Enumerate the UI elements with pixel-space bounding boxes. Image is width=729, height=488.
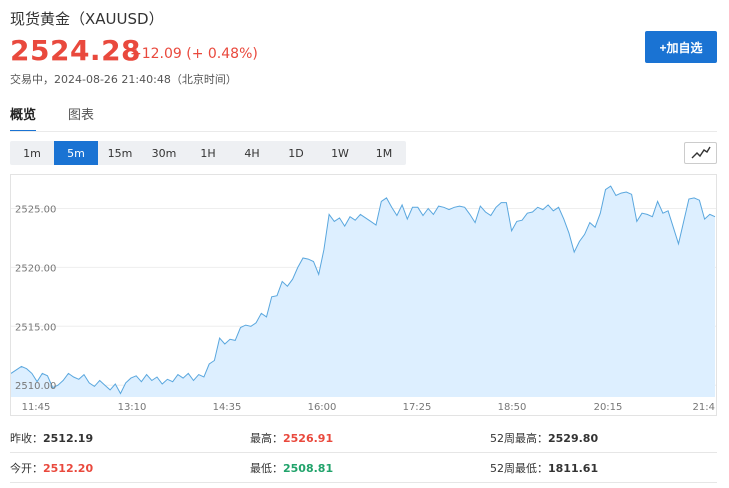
stat-52w-low: 52周最低：1811.61 — [490, 460, 717, 476]
add-to-watchlist-button[interactable]: +加自选 — [645, 31, 717, 63]
x-tick-label: 18:50 — [498, 402, 527, 413]
y-tick-label: 2510.00 — [15, 381, 56, 392]
stat-value: 1811.61 — [548, 461, 599, 475]
stat-open: 今开：2512.20 — [10, 460, 250, 476]
interval-1m[interactable]: 1m — [23, 146, 41, 160]
stat-value: 2512.20 — [43, 461, 94, 475]
x-tick-label: 11:45 — [22, 402, 51, 413]
trading-status: 交易中，2024-08-26 21:40:48（北京时间） — [10, 73, 237, 86]
stat-label: 昨收： — [10, 431, 43, 445]
current-price: 2524.28 — [10, 34, 142, 67]
price-change: +12.09 (+ 0.48%) — [130, 46, 258, 62]
interval-15m[interactable]: 15m — [107, 146, 133, 160]
stat-label: 52周最高： — [490, 431, 548, 445]
stat-value: 2526.91 — [283, 431, 334, 445]
price-line-series — [11, 185, 716, 395]
tabs-divider — [10, 131, 717, 132]
interval-1d[interactable]: 1D — [288, 146, 304, 160]
stat-label: 52周最低： — [490, 461, 548, 475]
stat-high: 最高：2526.91 — [250, 430, 490, 446]
x-tick-label: 20:15 — [594, 402, 623, 413]
stat-label: 最高： — [250, 431, 283, 445]
interval-1mo[interactable]: 1M — [375, 146, 393, 160]
stat-label: 今开： — [10, 461, 43, 475]
price-chart-svg: 2525.00 2520.00 2515.00 2510.00 11:45 13:10 1… — [11, 185, 716, 413]
line-chart-icon — [691, 146, 711, 159]
stats-row: 昨收：2512.19 最高：2526.91 52周最高：2529.80 — [10, 423, 717, 453]
x-tick-label: 21:4 — [693, 402, 715, 413]
x-tick-label: 13:10 — [118, 402, 147, 413]
stat-prev-close: 昨收：2512.19 — [10, 430, 250, 446]
stat-52w-high: 52周最高：2529.80 — [490, 430, 717, 446]
x-tick-label: 16:00 — [308, 402, 337, 413]
interval-1h[interactable]: 1H — [200, 146, 216, 160]
tab-overview[interactable]: 概览 — [10, 104, 37, 132]
x-tick-label: 17:25 — [403, 402, 432, 413]
stat-label: 最低： — [250, 461, 283, 475]
view-tabs: 概览 图表 — [10, 104, 126, 132]
stats-row: 今开：2512.20 最低：2508.81 52周最低：1811.61 — [10, 453, 717, 483]
interval-selector: 1m 5m 15m 30m 1H 4H 1D 1W 1M — [10, 141, 406, 165]
x-tick-label: 14:35 — [213, 402, 242, 413]
interval-1w[interactable]: 1W — [331, 146, 349, 160]
stats-table: 昨收：2512.19 最高：2526.91 52周最高：2529.80 今开：2… — [10, 423, 717, 483]
interval-30m[interactable]: 30m — [151, 146, 177, 160]
price-chart[interactable]: 2525.00 2520.00 2515.00 2510.00 11:45 13:10 1… — [10, 174, 717, 416]
stat-low: 最低：2508.81 — [250, 460, 490, 476]
interval-4h[interactable]: 4H — [244, 146, 260, 160]
y-tick-label: 2515.00 — [15, 322, 56, 333]
chart-type-button[interactable] — [684, 142, 717, 164]
y-tick-label: 2525.00 — [15, 204, 56, 215]
y-tick-label: 2520.00 — [15, 263, 56, 274]
tab-chart[interactable]: 图表 — [68, 108, 95, 123]
stat-value: 2529.80 — [548, 431, 599, 445]
price-area-fill — [11, 186, 715, 397]
stat-value: 2512.19 — [43, 431, 94, 445]
instrument-title: 现货黄金（XAUUSD） — [10, 10, 164, 28]
interval-5m[interactable]: 5m — [54, 141, 98, 165]
stat-value: 2508.81 — [283, 461, 334, 475]
